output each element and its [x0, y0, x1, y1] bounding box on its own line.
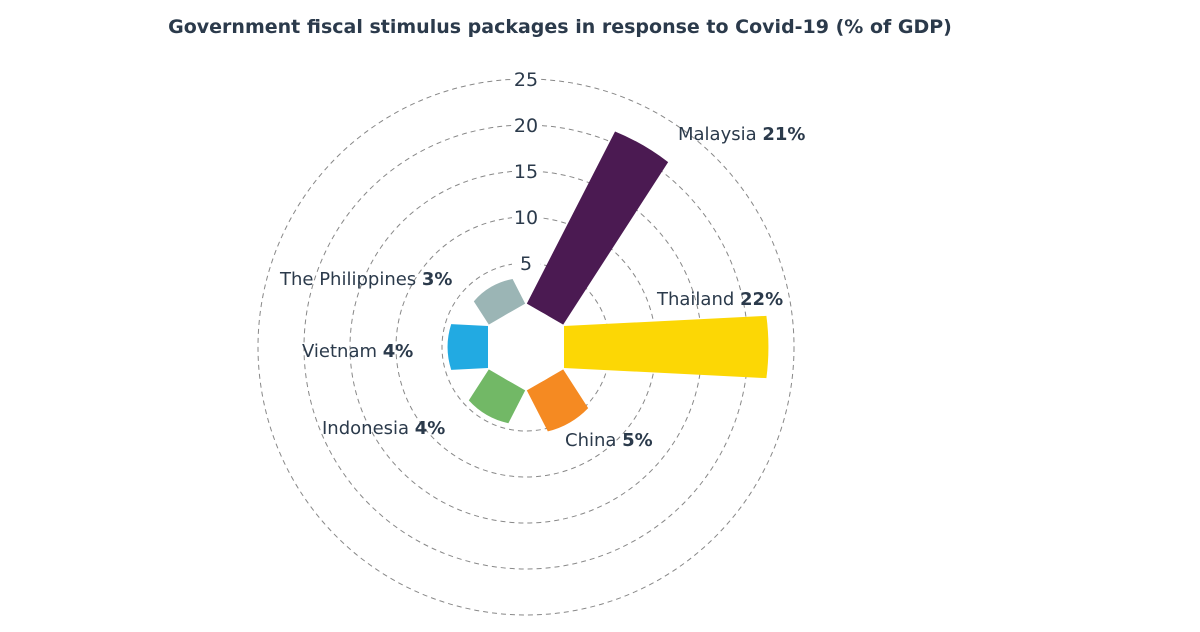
bar-thailand	[564, 315, 769, 379]
tick-bg	[512, 114, 540, 136]
tick-bg	[512, 206, 540, 228]
label-name: China	[565, 430, 622, 451]
bar-vietnam	[447, 324, 488, 370]
bar-label: Malaysia 21%	[678, 124, 805, 145]
label-value: 4%	[383, 341, 414, 362]
tick-label: 25	[514, 69, 538, 91]
tick-bg	[512, 68, 540, 90]
label-value: 4%	[415, 418, 446, 439]
label-name: Thailand	[656, 289, 740, 310]
bar-china	[526, 369, 589, 432]
label-name: Malaysia	[678, 124, 762, 145]
bar-label: Thailand 22%	[656, 289, 783, 310]
tick-label: 5	[520, 253, 532, 275]
label-value: 21%	[762, 124, 805, 145]
tick-label: 15	[514, 161, 538, 183]
label-value: 5%	[622, 430, 653, 451]
label-value: 22%	[740, 289, 783, 310]
label-name: Indonesia	[322, 418, 415, 439]
tick-bg	[512, 252, 540, 274]
chart-title: Government fiscal stimulus packages in r…	[168, 16, 952, 38]
bar-label: The Philippines 3%	[279, 269, 452, 290]
bar-label: China 5%	[565, 430, 653, 451]
bar-malaysia	[526, 131, 669, 325]
bar-indonesia	[468, 369, 526, 424]
label-name: The Philippines	[279, 269, 422, 290]
tick-label: 20	[514, 115, 538, 137]
label-value: 3%	[422, 269, 453, 290]
tick-bg	[512, 160, 540, 182]
center-hole	[488, 309, 564, 385]
bar-label: Indonesia 4%	[322, 418, 445, 439]
bar-the-philippines	[473, 278, 526, 325]
tick-label: 10	[514, 207, 538, 229]
bar-label: Vietnam 4%	[302, 341, 413, 362]
label-name: Vietnam	[302, 341, 383, 362]
